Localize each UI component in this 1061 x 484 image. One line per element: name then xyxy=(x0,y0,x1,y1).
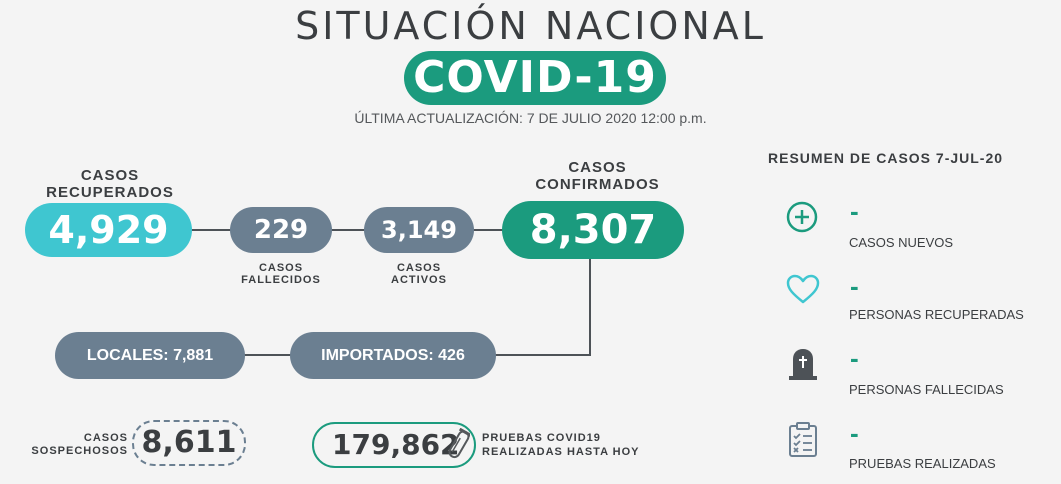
clipboard-checklist-icon xyxy=(787,422,819,458)
recuperados-label: CASOS RECUPERADOS xyxy=(46,167,174,201)
summary-title: RESUMEN DE CASOS 7-JUL-20 xyxy=(768,150,1004,166)
recuperados-value: 4,929 xyxy=(25,203,192,257)
fallecidos-value: 229 xyxy=(230,207,332,253)
summary-label: PERSONAS FALLECIDAS xyxy=(849,382,1004,397)
pruebas-value: 179,862 xyxy=(332,428,460,461)
confirmados-label: CASOS CONFIRMADOS xyxy=(535,159,660,193)
confirmados-value: 8,307 xyxy=(502,201,684,259)
connector-line xyxy=(330,229,367,231)
plus-circle-icon xyxy=(785,200,819,234)
importados-value: IMPORTADOS: 426 xyxy=(290,332,496,379)
covid-badge: COVID-19 xyxy=(404,51,666,105)
summary-label: PERSONAS RECUPERADAS xyxy=(849,307,1024,322)
summary-value: - xyxy=(850,343,859,373)
connector-line xyxy=(494,354,591,356)
activos-label: CASOS ACTIVOS xyxy=(391,262,447,286)
pruebas-box: 179,862 xyxy=(312,422,476,468)
connector-line xyxy=(472,229,506,231)
sospechosos-label: CASOS SOSPECHOSOS xyxy=(31,432,128,457)
sospechosos-value: 8,611 xyxy=(132,420,246,466)
locales-value: LOCALES: 7,881 xyxy=(55,332,245,379)
summary-value: - xyxy=(850,271,859,301)
summary-label: PRUEBAS REALIZADAS xyxy=(849,456,996,471)
connector-line xyxy=(190,229,235,231)
heart-icon xyxy=(785,273,821,305)
pruebas-label: PRUEBAS COVID19 REALIZADAS HASTA HOY xyxy=(482,432,640,458)
last-updated: ÚLTIMA ACTUALIZACIÓN: 7 DE JULIO 2020 12… xyxy=(354,110,707,126)
fallecidos-label: CASOS FALLECIDOS xyxy=(241,262,321,286)
tombstone-icon xyxy=(787,346,819,382)
test-tube-icon xyxy=(446,428,470,464)
summary-value: - xyxy=(850,196,859,226)
summary-value: - xyxy=(850,418,859,448)
connector-line xyxy=(243,354,293,356)
connector-line xyxy=(589,258,591,355)
page-title: SITUACIÓN NACIONAL xyxy=(295,4,766,48)
summary-label: CASOS NUEVOS xyxy=(849,235,954,250)
activos-value: 3,149 xyxy=(364,207,474,253)
